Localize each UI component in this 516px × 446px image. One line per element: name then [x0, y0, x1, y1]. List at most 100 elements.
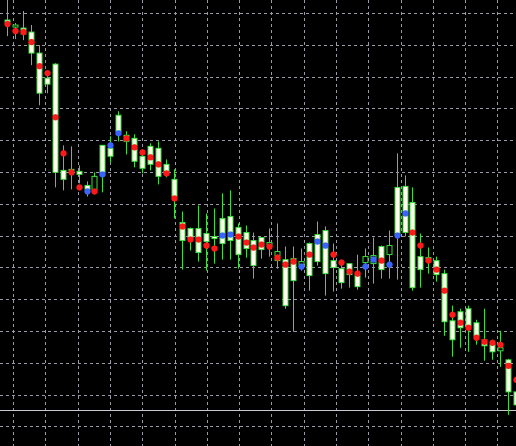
candle [274, 223, 281, 269]
candle-body-down [306, 243, 313, 277]
candle [322, 226, 329, 296]
candle [52, 63, 59, 188]
blue-indicator-dot [99, 171, 106, 178]
blue-indicator-dot [370, 256, 377, 263]
red-indicator-dot [457, 319, 464, 326]
red-indicator-dot [163, 170, 170, 177]
candle [171, 169, 178, 219]
red-indicator-dot [282, 261, 289, 268]
candle-body-down [227, 215, 234, 242]
red-indicator-dot [266, 243, 273, 250]
candle [330, 243, 337, 292]
candle [195, 205, 202, 262]
candle-body-down [394, 186, 401, 237]
candle-body-down [235, 227, 242, 256]
candle [386, 230, 393, 279]
candle [362, 248, 369, 278]
blue-indicator-dot [227, 231, 234, 238]
red-indicator-dot [489, 339, 496, 346]
blue-indicator-dot [107, 142, 114, 149]
blue-indicator-dot [219, 232, 226, 239]
candle-body-down [402, 185, 409, 234]
candle-body-down [314, 234, 321, 263]
red-indicator-dot [378, 257, 385, 264]
candle [76, 165, 83, 184]
blue-indicator-dot [84, 188, 91, 195]
red-indicator-dot [36, 62, 43, 70]
red-indicator-dot [513, 376, 516, 384]
red-indicator-dot [290, 258, 297, 265]
candle-body-down [441, 273, 448, 323]
red-indicator-dot [203, 242, 210, 249]
blue-indicator-dot [402, 210, 409, 217]
candle [409, 187, 416, 291]
candle [513, 391, 516, 406]
candle [250, 232, 257, 279]
candle [457, 308, 464, 348]
red-indicator-dot [473, 334, 480, 341]
red-indicator-dot [250, 244, 257, 251]
red-indicator-dot [441, 287, 448, 294]
red-indicator-dot [195, 236, 202, 243]
candle [99, 144, 106, 193]
blue-indicator-dot [298, 263, 305, 270]
red-indicator-dot [28, 38, 35, 46]
red-indicator-dot [76, 184, 83, 191]
candle-body-down [409, 201, 416, 289]
candle-body-down [417, 256, 424, 271]
candle [68, 146, 75, 190]
red-indicator-dot [52, 114, 59, 121]
candle [346, 263, 353, 288]
candle-body-down [179, 221, 186, 242]
candle-body-up [386, 245, 393, 256]
red-indicator-dot [4, 20, 11, 28]
candle-body-down [322, 230, 329, 275]
candle-body-up [497, 347, 504, 352]
candle-body-down [449, 320, 456, 341]
red-indicator-dot [330, 251, 337, 258]
candle [473, 319, 480, 345]
red-indicator-dot [179, 223, 186, 230]
red-indicator-dot [12, 27, 19, 35]
candle-body-down [36, 52, 43, 94]
red-indicator-dot [235, 233, 242, 240]
red-indicator-dot [139, 149, 146, 156]
candle-body-down [338, 268, 345, 284]
red-indicator-dot [68, 169, 75, 176]
blue-indicator-dot [386, 261, 393, 268]
candle-body-down [513, 391, 516, 406]
candle [123, 131, 130, 155]
candle-body-up [362, 256, 369, 264]
candle [481, 308, 488, 361]
red-indicator-dot [409, 229, 416, 236]
red-indicator-dot [465, 324, 472, 331]
candle [306, 242, 313, 291]
candle [235, 223, 242, 269]
red-indicator-dot [211, 245, 218, 252]
candle [219, 193, 226, 260]
candle-body-down [139, 155, 146, 169]
candle [402, 175, 409, 237]
candle [179, 211, 186, 270]
marker-layer [4, 20, 516, 384]
candle [115, 111, 122, 142]
candle-body-up [12, 24, 19, 28]
blue-indicator-dot [314, 238, 321, 245]
candle-body-down [107, 147, 114, 157]
red-indicator-dot [417, 242, 424, 249]
candle [20, 11, 27, 41]
candle-body-down [211, 236, 218, 240]
red-indicator-dot [155, 161, 162, 168]
blue-indicator-dot [115, 130, 122, 137]
red-indicator-dot [354, 270, 361, 277]
red-indicator-dot [123, 135, 130, 142]
red-indicator-dot [44, 69, 51, 77]
candle-body-down [250, 240, 257, 267]
candle-body-down [76, 170, 83, 175]
red-indicator-dot [131, 144, 138, 151]
red-indicator-dot [274, 254, 281, 261]
candle-body-down [203, 233, 210, 243]
candle-body-down [44, 77, 51, 85]
